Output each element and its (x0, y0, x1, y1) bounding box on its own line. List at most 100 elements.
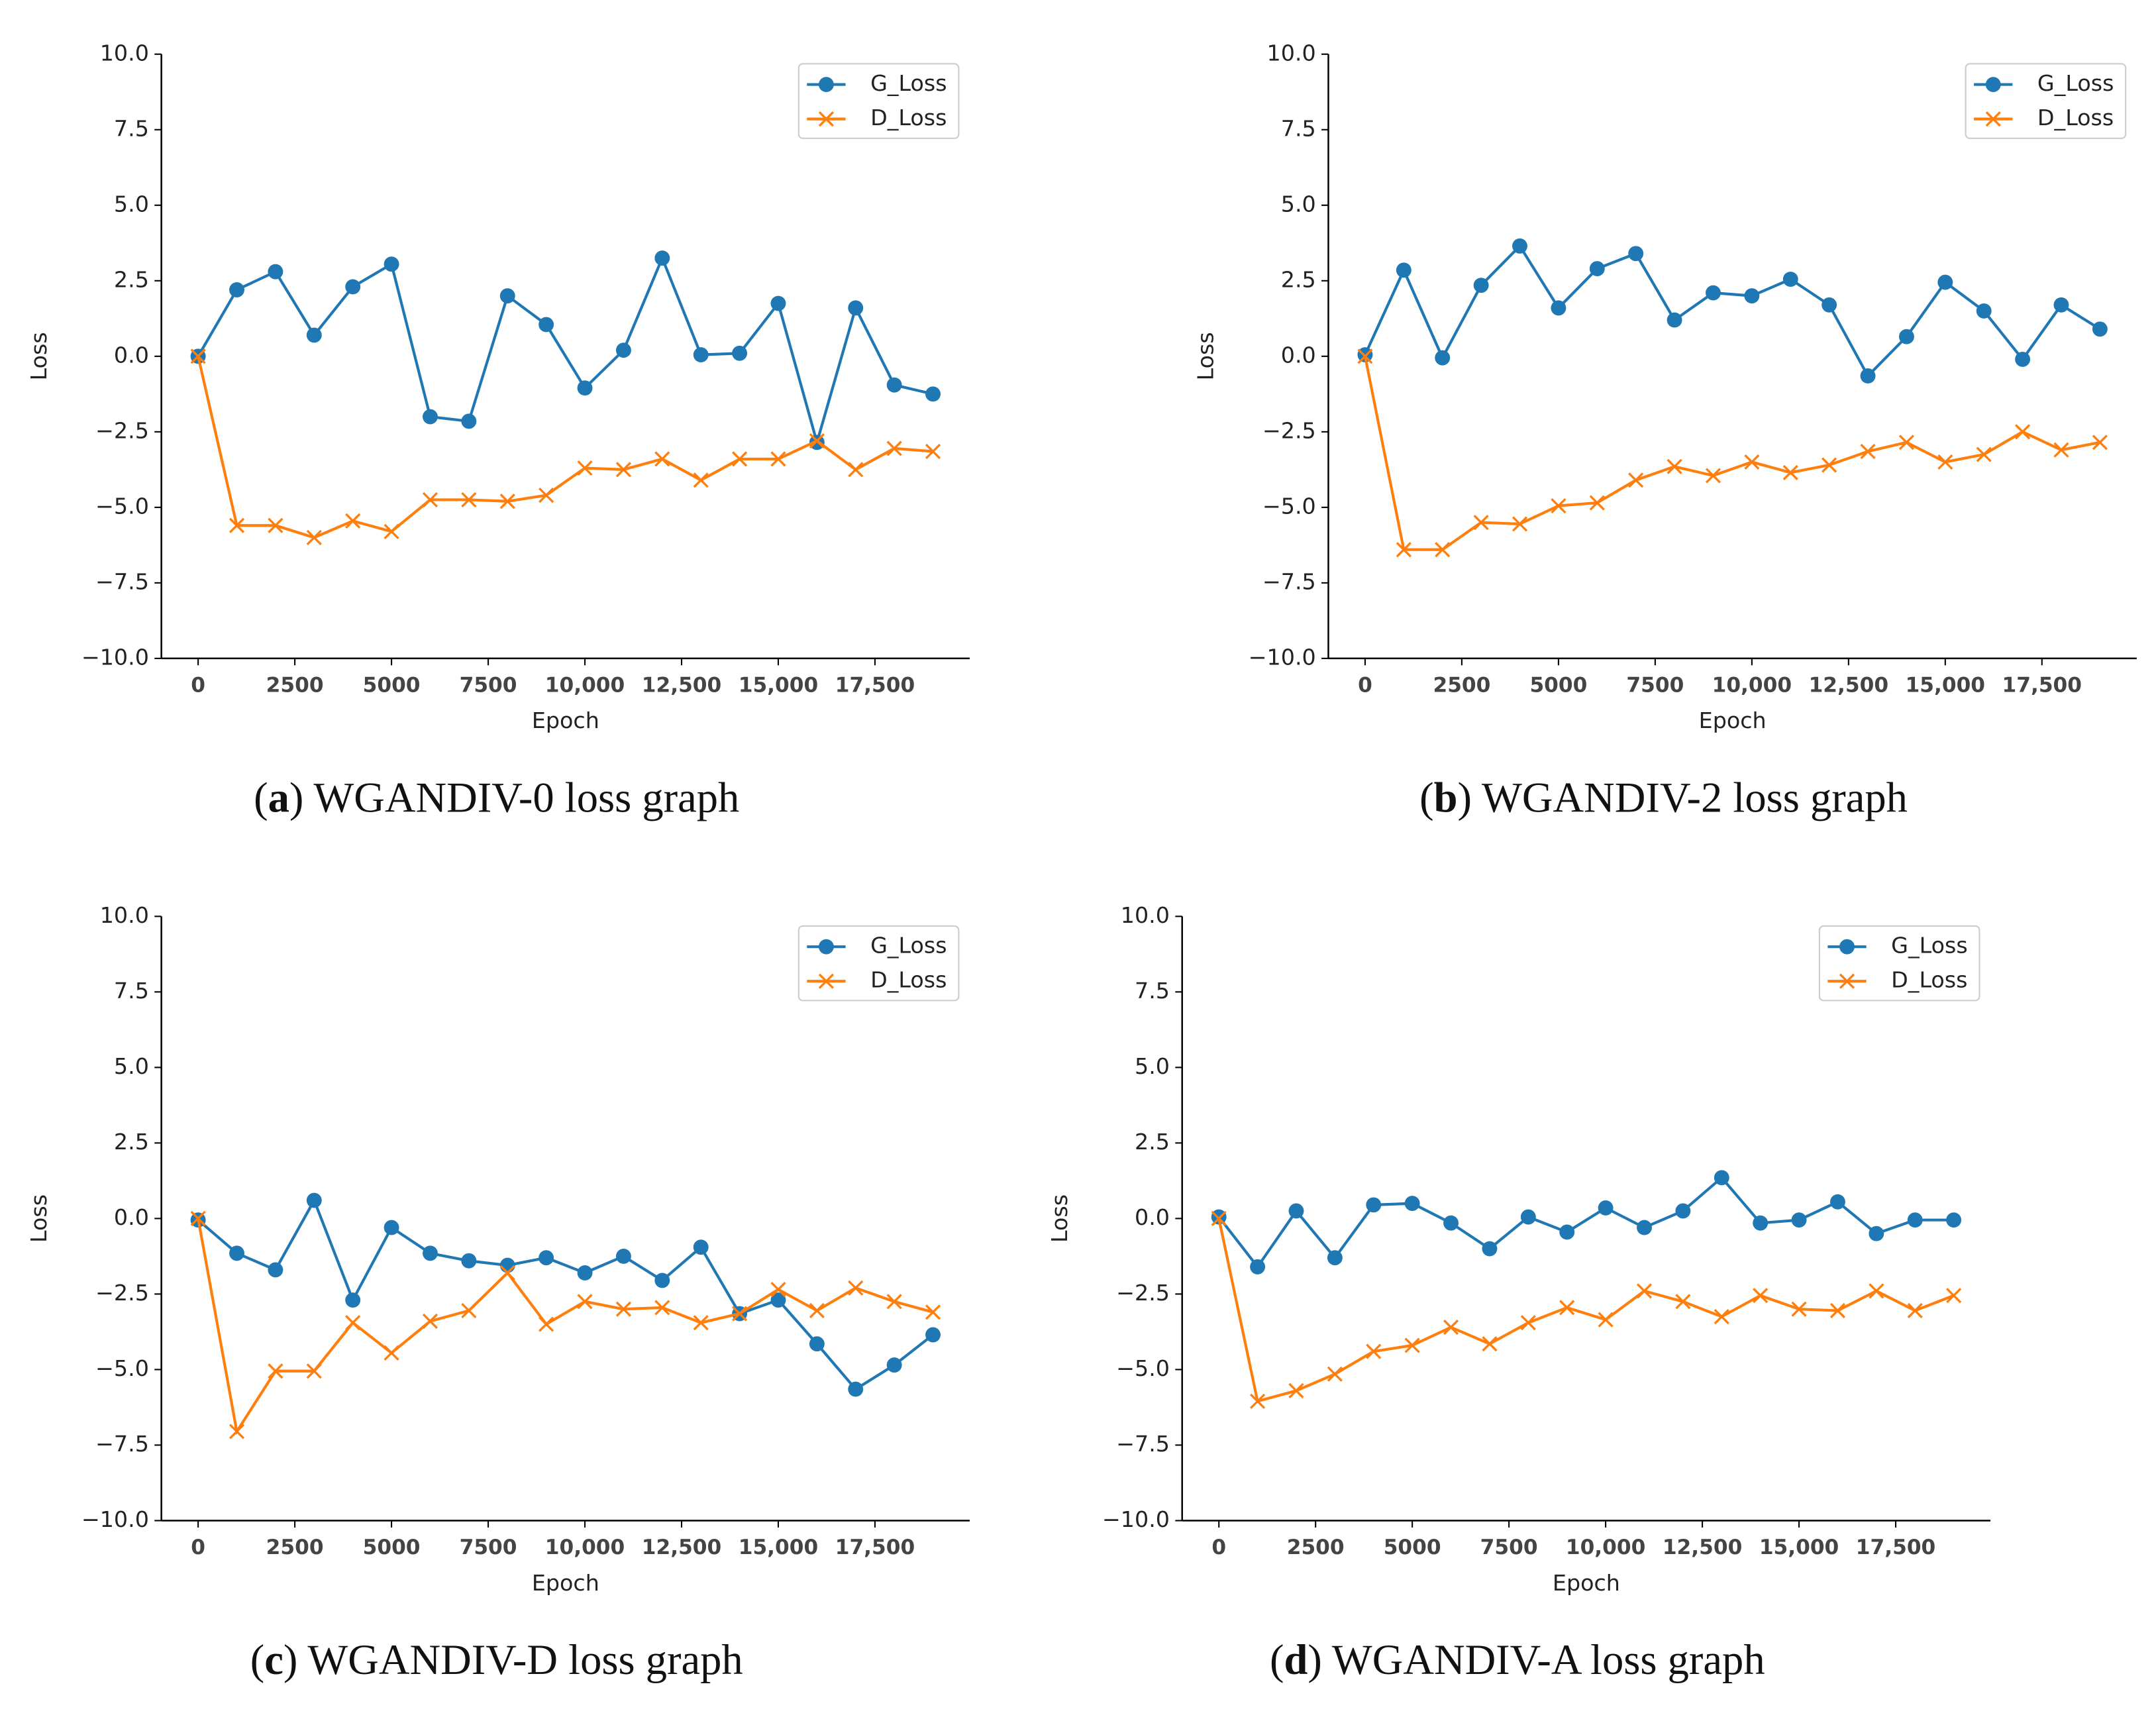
x-tick-label: 10,000 (545, 674, 625, 698)
y-tick-label: 5.0 (114, 191, 149, 217)
point-marker (1288, 1203, 1304, 1219)
point-marker (229, 282, 244, 297)
x-tick-label: 2500 (266, 1536, 324, 1559)
y-tick-label: −2.5 (1116, 1280, 1170, 1306)
y-tick-label: −7.5 (1116, 1431, 1170, 1457)
point-marker (1976, 303, 1992, 319)
caption-part: d (1284, 1636, 1308, 1683)
point-marker (1404, 1337, 1420, 1353)
y-tick-label: −5.0 (95, 1355, 149, 1381)
point-marker (1791, 1301, 1807, 1317)
caption: (c) WGANDIV-D loss graph (250, 1636, 743, 1684)
point-marker (384, 523, 399, 539)
x-tick-label: 2500 (1287, 1536, 1345, 1559)
y-tick-label: 10.0 (100, 40, 149, 66)
y-tick-label: 0.0 (114, 1204, 149, 1230)
point-marker (770, 1282, 786, 1298)
point-marker (577, 380, 593, 396)
point-marker (1211, 1210, 1227, 1227)
point-marker (1435, 350, 1451, 366)
legend-label: D_Loss (2037, 105, 2114, 130)
point-marker (925, 386, 941, 402)
y-tick-label: −10.0 (1102, 1506, 1170, 1532)
point-marker (1946, 1212, 1962, 1228)
point-marker (306, 327, 322, 343)
y-tick-label: 0.0 (114, 342, 149, 368)
point-marker (925, 1304, 941, 1320)
point-marker (1396, 542, 1412, 558)
caption-part: ( (1419, 773, 1434, 821)
legend-marker (818, 939, 834, 955)
point-marker (848, 462, 864, 478)
legend-label: G_Loss (2037, 70, 2114, 96)
point-marker (384, 256, 399, 272)
point-marker (1589, 261, 1605, 277)
series-line (197, 1197, 934, 1391)
point-marker (848, 1280, 864, 1296)
point-marker (2053, 442, 2069, 458)
point-marker (1829, 1302, 1846, 1319)
x-tick-label: 10,000 (1566, 1536, 1645, 1559)
point-marker (1898, 435, 1915, 450)
caption-part: ( (254, 773, 268, 821)
x-axis-label: Epoch (1699, 707, 1767, 733)
legend-label: D_Loss (870, 105, 947, 130)
x-tick-label: 12,500 (642, 1536, 721, 1559)
point-marker (461, 1253, 477, 1269)
x-tick-label: 0 (1211, 1536, 1226, 1559)
point-marker (1366, 1197, 1382, 1213)
point-marker (422, 492, 438, 508)
y-tick-label: −5.0 (1262, 493, 1316, 519)
point-marker (654, 451, 670, 467)
point-marker (615, 1301, 632, 1317)
y-tick-label: −7.5 (1262, 568, 1316, 594)
x-tick-label: 5000 (1529, 674, 1587, 698)
point-marker (1822, 297, 1837, 313)
y-tick-label: 0.0 (1135, 1204, 1170, 1230)
y-tick-label: −10.0 (81, 644, 149, 670)
y-tick-label: −2.5 (95, 417, 149, 443)
y-tick-label: 7.5 (1281, 115, 1316, 141)
x-axis-label: Epoch (532, 1570, 599, 1596)
y-axis-label: Loss (1193, 332, 1219, 380)
point-marker (1907, 1302, 1923, 1319)
x-tick-label: 0 (191, 1536, 205, 1559)
point-marker (1675, 1294, 1691, 1310)
legend-marker (1839, 939, 1855, 955)
legend-marker (1985, 77, 2001, 93)
point-marker (693, 1315, 709, 1331)
point-marker (1589, 495, 1605, 511)
point-marker (1598, 1312, 1614, 1328)
caption: (b) WGANDIV-2 loss graph (1419, 773, 1908, 821)
point-marker (1288, 1382, 1304, 1398)
point-marker (423, 409, 438, 425)
x-tick-label: 12,500 (1663, 1536, 1742, 1559)
point-marker (384, 1220, 399, 1235)
x-tick-label: 5000 (363, 674, 421, 698)
point-marker (1907, 1212, 1923, 1228)
legend-marker (1839, 973, 1855, 989)
point-marker (2015, 351, 2031, 367)
y-tick-label: 2.5 (1281, 266, 1316, 292)
point-marker (615, 462, 632, 478)
point-marker (268, 517, 283, 533)
y-tick-label: 0.0 (1281, 342, 1316, 368)
point-marker (345, 279, 361, 295)
point-marker (1628, 472, 1644, 488)
point-marker (499, 494, 515, 509)
point-marker (539, 317, 554, 333)
y-tick-label: 5.0 (1135, 1053, 1170, 1079)
point-marker (577, 1294, 593, 1310)
point-marker (1482, 1241, 1498, 1257)
point-marker (848, 1381, 864, 1397)
point-marker (1327, 1366, 1343, 1382)
point-marker (1860, 443, 1876, 460)
point-marker (229, 1245, 244, 1261)
point-marker (539, 488, 554, 503)
point-marker (693, 1239, 709, 1255)
point-marker (539, 1250, 554, 1266)
y-tick-label: 2.5 (114, 266, 149, 292)
point-marker (1782, 464, 1798, 481)
legend-label: G_Loss (1891, 933, 1968, 959)
